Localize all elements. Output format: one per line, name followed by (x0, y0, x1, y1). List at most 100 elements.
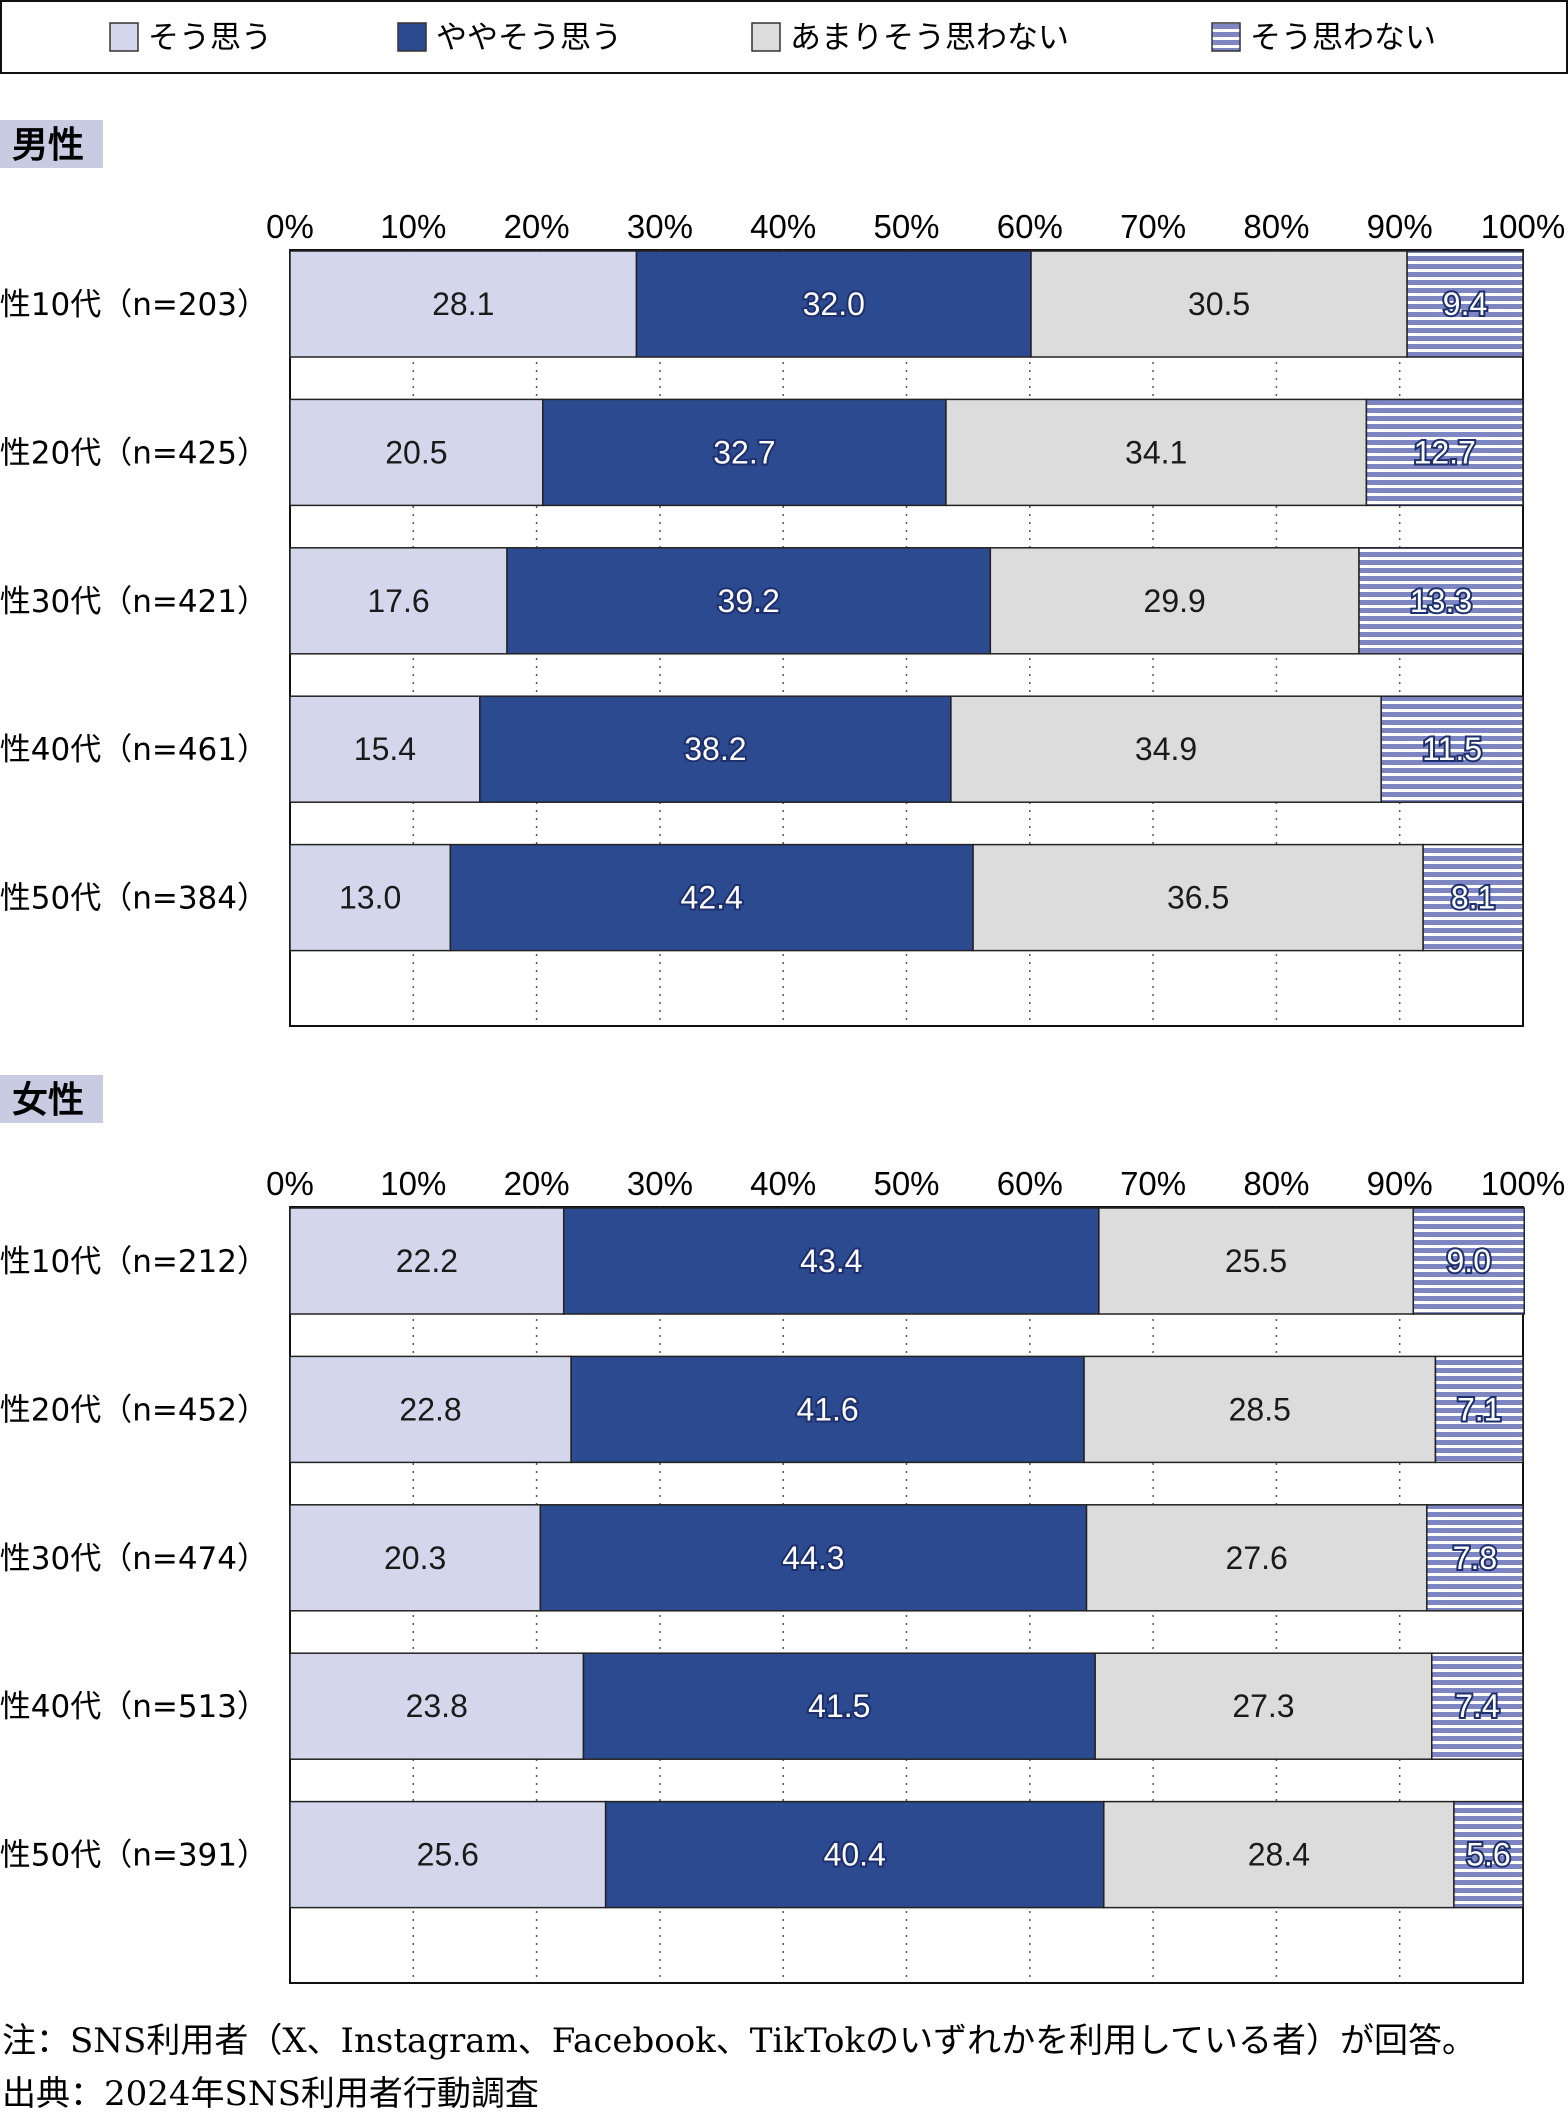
data-label: 44.3 (782, 1540, 844, 1576)
data-label: 43.4 (800, 1243, 862, 1279)
group-title-background (0, 120, 103, 168)
bar-segment (1365, 398, 1524, 507)
bar-row: 17.6 39.2 29.9 13.3 男性30代（n=421） (0, 547, 1524, 655)
bar-row: 25.6 40.4 28.4 5.6 女性50代（n=391） (0, 1800, 1524, 1909)
category-label: 女性30代（n=474） (0, 1541, 268, 1577)
x-tick-label: 90% (1367, 208, 1433, 245)
bar-segment (289, 1207, 565, 1315)
legend-label: ややそう思う (436, 20, 622, 56)
data-label: 34.9 (1135, 731, 1197, 767)
x-tick-label: 30% (627, 208, 693, 245)
bar-segment (1412, 1207, 1525, 1315)
bar-segment (289, 398, 544, 507)
bar-segment (506, 547, 992, 655)
legend-swatch (1211, 22, 1241, 52)
bar-segment (1426, 1504, 1524, 1612)
x-tick-label: 60% (997, 208, 1063, 245)
data-label: 41.5 (808, 1688, 870, 1724)
x-tick-label: 90% (1367, 1165, 1433, 1202)
x-tick-label: 100% (1481, 208, 1565, 245)
data-label: 7.1 (1457, 1391, 1501, 1427)
data-label: 22.8 (399, 1391, 461, 1427)
data-label: 29.9 (1144, 583, 1206, 619)
legend-swatch (751, 22, 781, 52)
bar-row: 22.2 43.4 25.5 9.0 女性10代（n=212） (0, 1207, 1525, 1315)
data-label: 11.5 (1422, 731, 1482, 767)
data-label: 40.4 (824, 1837, 886, 1873)
bar-segment (582, 1652, 1096, 1760)
bar-row: 22.8 41.6 28.5 7.1 女性20代（n=452） (0, 1355, 1524, 1464)
category-label: 男性50代（n=384） (0, 881, 268, 917)
bar-segment (1380, 695, 1524, 803)
group-title-text: 女性 (12, 1080, 84, 1121)
bar-row: 13.0 42.4 36.5 8.1 男性50代（n=384） (0, 843, 1524, 952)
data-label: 28.1 (432, 286, 494, 322)
legend-swatch (109, 22, 139, 52)
x-tick-label: 20% (504, 1165, 570, 1202)
category-label: 男性10代（n=203） (0, 287, 268, 323)
legend-label: そう思う (148, 20, 272, 56)
bar-segment (289, 1652, 585, 1760)
category-label: 女性10代（n=212） (0, 1244, 268, 1280)
data-label: 34.1 (1125, 434, 1187, 470)
data-label: 7.4 (1455, 1688, 1499, 1724)
bar-segment (1094, 1652, 1433, 1760)
x-tick-label: 40% (750, 1165, 816, 1202)
bar-segment (989, 547, 1360, 655)
legend-item-3: そう思わない (1211, 20, 1436, 56)
legend-swatch (397, 22, 427, 52)
bar-segment (945, 398, 1368, 507)
bar-segment (1085, 1504, 1428, 1612)
x-tick-label: 50% (873, 208, 939, 245)
data-label: 5.6 (1466, 1837, 1510, 1873)
data-label: 22.2 (396, 1243, 458, 1279)
data-label: 25.6 (417, 1837, 479, 1873)
x-tick-label: 70% (1120, 208, 1186, 245)
x-tick-label: 80% (1243, 1165, 1309, 1202)
data-label: 13.0 (339, 880, 401, 916)
data-label: 12.7 (1414, 434, 1476, 470)
data-label: 9.4 (1443, 286, 1487, 322)
data-label: 28.4 (1248, 1837, 1310, 1873)
bar-segment (1358, 547, 1524, 655)
footnote: 注：SNS利用者（X、Instagram、Facebook、TikTokのいずれ… (2, 2021, 1476, 2061)
bar-segment (1030, 250, 1408, 358)
bar-segment (635, 250, 1032, 358)
legend-frame (0, 0, 1568, 74)
data-label: 30.5 (1188, 286, 1250, 322)
data-label: 41.6 (796, 1391, 858, 1427)
bar-segment (1431, 1652, 1524, 1760)
data-label: 28.5 (1229, 1391, 1291, 1427)
x-tick-label: 50% (873, 1165, 939, 1202)
category-label: 男性40代（n=461） (0, 732, 268, 768)
bar-segment (289, 250, 638, 358)
legend-label: あまりそう思わない (790, 20, 1069, 56)
group-title-text: 男性 (12, 125, 84, 166)
x-tick-label: 0% (266, 208, 314, 245)
legend-item-2: あまりそう思わない (751, 20, 1069, 56)
group-title-female: 女性 (0, 1075, 103, 1123)
bar-row: 20.5 32.7 34.1 12.7 男性20代（n=425） (0, 398, 1524, 507)
data-label: 27.6 (1226, 1540, 1288, 1576)
plot-male: 0% 10% 20% 30% 40% 50% 60% 70% 80% 90% 100% 28.1 32.… (0, 208, 1565, 1027)
category-label: 女性20代（n=452） (0, 1392, 268, 1428)
data-label: 8.1 (1451, 880, 1495, 916)
data-label: 39.2 (718, 583, 780, 619)
bar-segment (570, 1355, 1085, 1464)
bar-segment (604, 1800, 1105, 1909)
bar-row: 23.8 41.5 27.3 7.4 女性40代（n=513） (0, 1652, 1524, 1760)
category-label: 男性20代（n=425） (0, 435, 268, 471)
bar-segment (1422, 843, 1524, 952)
bar-segment (289, 695, 481, 803)
data-label: 42.4 (681, 880, 743, 916)
data-label: 20.5 (385, 434, 447, 470)
legend: そう思う ややそう思う あまりそう思わない そう思わない (0, 0, 1568, 74)
bar-segment (1103, 1800, 1455, 1909)
x-tick-label: 40% (750, 208, 816, 245)
bar-segment (289, 1504, 542, 1612)
bar-segment (562, 1207, 1100, 1315)
data-label: 38.2 (684, 731, 746, 767)
bar-row: 15.4 38.2 34.9 11.5 男性40代（n=461） (0, 695, 1524, 803)
bar-segment (289, 843, 452, 952)
